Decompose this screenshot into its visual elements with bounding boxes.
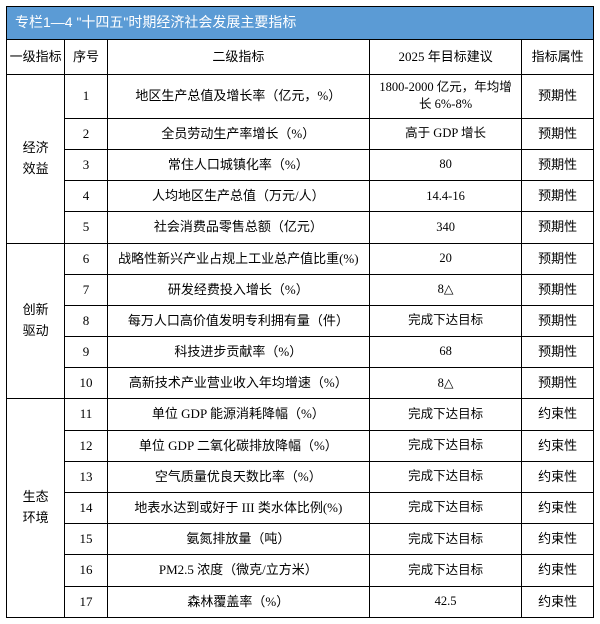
title-row: 专栏1—4 "十四五"时期经济社会发展主要指标 [7,7,594,40]
attr-cell: 预期性 [522,305,594,336]
indicator-cell: 每万人口高价值发明专利拥有量（件） [107,305,369,336]
target-cell: 68 [369,337,521,368]
indicator-cell: 研发经费投入增长（%） [107,274,369,305]
indicator-cell: 战略性新兴产业占规上工业总产值比重(%) [107,243,369,274]
seq-cell: 1 [65,74,108,118]
seq-cell: 10 [65,368,108,399]
target-cell: 完成下达目标 [369,555,521,586]
attr-cell: 约束性 [522,430,594,461]
table-row: 9科技进步贡献率（%）68预期性 [7,337,594,368]
target-cell: 完成下达目标 [369,461,521,492]
indicator-cell: 人均地区生产总值（万元/人） [107,181,369,212]
target-cell: 1800-2000 亿元，年均增长 6%-8% [369,74,521,118]
attr-cell: 约束性 [522,524,594,555]
table-row: 12单位 GDP 二氧化碳排放降幅（%）完成下达目标约束性 [7,430,594,461]
col-group: 一级指标 [7,39,65,74]
table-row: 2全员劳动生产率增长（%）高于 GDP 增长预期性 [7,118,594,149]
attr-cell: 约束性 [522,493,594,524]
table-row: 7研发经费投入增长（%）8△预期性 [7,274,594,305]
target-cell: 8△ [369,368,521,399]
group-cell: 经济效益 [7,74,65,243]
target-cell: 42.5 [369,586,521,617]
seq-cell: 17 [65,586,108,617]
table-row: 15氨氮排放量（吨）完成下达目标约束性 [7,524,594,555]
indicator-cell: 科技进步贡献率（%） [107,337,369,368]
target-cell: 完成下达目标 [369,430,521,461]
table-row: 10高新技术产业营业收入年均增速（%）8△预期性 [7,368,594,399]
seq-cell: 2 [65,118,108,149]
indicator-cell: 氨氮排放量（吨） [107,524,369,555]
attr-cell: 预期性 [522,74,594,118]
table-row: 13空气质量优良天数比率（%）完成下达目标约束性 [7,461,594,492]
header-row: 一级指标 序号 二级指标 2025 年目标建议 指标属性 [7,39,594,74]
table-row: 17森林覆盖率（%）42.5约束性 [7,586,594,617]
indicator-cell: 地区生产总值及增长率（亿元，%） [107,74,369,118]
table-container: 专栏1—4 "十四五"时期经济社会发展主要指标 一级指标 序号 二级指标 202… [0,0,600,624]
indicator-cell: 空气质量优良天数比率（%） [107,461,369,492]
attr-cell: 预期性 [522,243,594,274]
target-cell: 完成下达目标 [369,305,521,336]
col-attr: 指标属性 [522,39,594,74]
indicator-cell: 社会消费品零售总额（亿元） [107,212,369,243]
indicator-cell: 森林覆盖率（%） [107,586,369,617]
table-row: 创新驱动6战略性新兴产业占规上工业总产值比重(%)20预期性 [7,243,594,274]
attr-cell: 预期性 [522,181,594,212]
seq-cell: 9 [65,337,108,368]
attr-cell: 约束性 [522,555,594,586]
attr-cell: 预期性 [522,118,594,149]
table-row: 3常住人口城镇化率（%）80预期性 [7,149,594,180]
attr-cell: 预期性 [522,274,594,305]
seq-cell: 4 [65,181,108,212]
group-cell: 生态环境 [7,399,65,617]
target-cell: 8△ [369,274,521,305]
target-cell: 14.4-16 [369,181,521,212]
table-row: 14地表水达到或好于 III 类水体比例(%)完成下达目标约束性 [7,493,594,524]
target-cell: 20 [369,243,521,274]
target-cell: 80 [369,149,521,180]
table-row: 8每万人口高价值发明专利拥有量（件）完成下达目标预期性 [7,305,594,336]
target-cell: 340 [369,212,521,243]
attr-cell: 约束性 [522,399,594,430]
target-cell: 完成下达目标 [369,493,521,524]
attr-cell: 预期性 [522,212,594,243]
attr-cell: 约束性 [522,461,594,492]
seq-cell: 7 [65,274,108,305]
seq-cell: 15 [65,524,108,555]
table-title: 专栏1—4 "十四五"时期经济社会发展主要指标 [7,7,594,40]
indicator-cell: PM2.5 浓度（微克/立方米） [107,555,369,586]
table-row: 经济效益1地区生产总值及增长率（亿元，%）1800-2000 亿元，年均增长 6… [7,74,594,118]
seq-cell: 6 [65,243,108,274]
col-seq: 序号 [65,39,108,74]
indicator-cell: 地表水达到或好于 III 类水体比例(%) [107,493,369,524]
indicator-cell: 单位 GDP 能源消耗降幅（%） [107,399,369,430]
target-cell: 完成下达目标 [369,524,521,555]
attr-cell: 预期性 [522,368,594,399]
group-cell: 创新驱动 [7,243,65,399]
indicator-cell: 高新技术产业营业收入年均增速（%） [107,368,369,399]
seq-cell: 11 [65,399,108,430]
indicator-table: 专栏1—4 "十四五"时期经济社会发展主要指标 一级指标 序号 二级指标 202… [6,6,594,618]
attr-cell: 预期性 [522,149,594,180]
seq-cell: 16 [65,555,108,586]
seq-cell: 8 [65,305,108,336]
col-target: 2025 年目标建议 [369,39,521,74]
attr-cell: 约束性 [522,586,594,617]
table-row: 5社会消费品零售总额（亿元）340预期性 [7,212,594,243]
target-cell: 高于 GDP 增长 [369,118,521,149]
seq-cell: 5 [65,212,108,243]
attr-cell: 预期性 [522,337,594,368]
seq-cell: 3 [65,149,108,180]
seq-cell: 14 [65,493,108,524]
indicator-cell: 全员劳动生产率增长（%） [107,118,369,149]
indicator-cell: 单位 GDP 二氧化碳排放降幅（%） [107,430,369,461]
col-indicator: 二级指标 [107,39,369,74]
seq-cell: 12 [65,430,108,461]
indicator-cell: 常住人口城镇化率（%） [107,149,369,180]
table-row: 生态环境11单位 GDP 能源消耗降幅（%）完成下达目标约束性 [7,399,594,430]
table-row: 16PM2.5 浓度（微克/立方米）完成下达目标约束性 [7,555,594,586]
seq-cell: 13 [65,461,108,492]
target-cell: 完成下达目标 [369,399,521,430]
table-row: 4人均地区生产总值（万元/人）14.4-16预期性 [7,181,594,212]
